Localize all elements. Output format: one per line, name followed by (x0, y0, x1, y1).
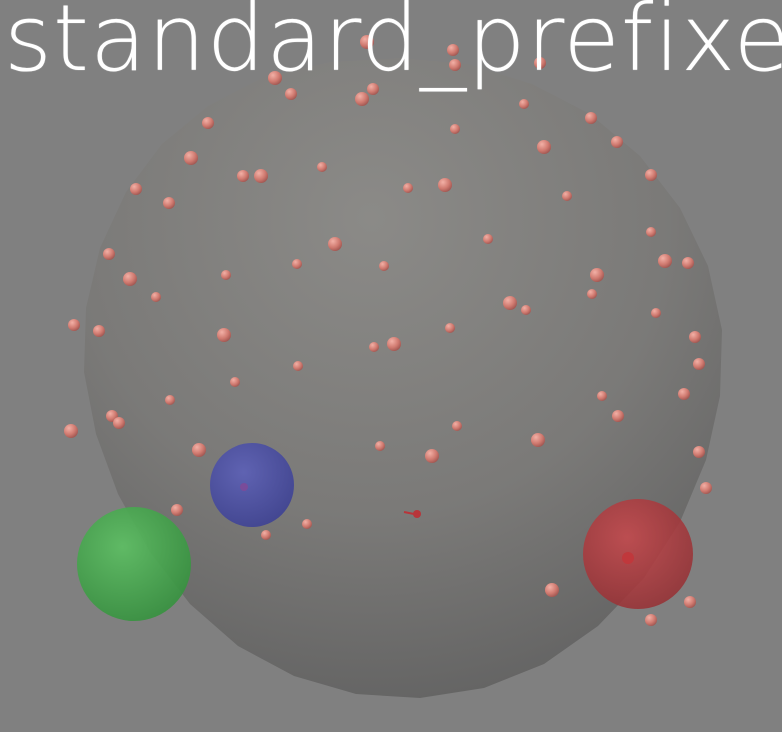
electrode-sphere (202, 117, 214, 129)
electrode-sphere (221, 270, 231, 280)
electrode-sphere (678, 388, 690, 400)
nasion-fiducial-sphere (210, 443, 294, 527)
electrode-sphere (700, 482, 712, 494)
electrode-sphere (612, 410, 624, 422)
electrode-sphere (163, 197, 175, 209)
electrode-sphere (438, 178, 452, 192)
electrode-sphere (217, 328, 231, 342)
electrode-sphere (165, 395, 175, 405)
electrode-sphere (285, 88, 297, 100)
electrode-sphere (503, 296, 517, 310)
electrode-sphere (292, 259, 302, 269)
electrode-sphere (562, 191, 572, 201)
electrode-sphere (328, 237, 342, 251)
electrode-sphere (68, 319, 80, 331)
electrode-sphere (379, 261, 389, 271)
electrode-sphere (521, 305, 531, 315)
electrode-sphere (645, 169, 657, 181)
electrode-sphere (658, 254, 672, 268)
electrode-sphere (597, 391, 607, 401)
electrode-sphere (268, 71, 282, 85)
electrode-sphere (585, 112, 597, 124)
electrode-sphere (425, 449, 439, 463)
electrode-sphere (449, 59, 461, 71)
electrode-sphere (367, 83, 379, 95)
electrode-sphere (483, 234, 493, 244)
electrode-sphere (689, 331, 701, 343)
electrode-sphere (254, 169, 268, 183)
center-marker (413, 510, 421, 518)
electrode-sphere (693, 446, 705, 458)
electrode-sphere (531, 433, 545, 447)
electrode-sphere (237, 170, 249, 182)
electrode-sphere (261, 530, 271, 540)
electrode-sphere (123, 272, 137, 286)
electrode-sphere (192, 443, 206, 457)
electrode-sphere (534, 57, 546, 69)
electrode-sphere (646, 227, 656, 237)
electrode-sphere (93, 325, 105, 337)
electrode-sphere (590, 268, 604, 282)
electrode-sphere (184, 151, 198, 165)
electrode-sphere (375, 441, 385, 451)
electrode-sphere (537, 140, 551, 154)
electrode-sphere (171, 504, 183, 516)
electrode-sphere (302, 519, 312, 529)
electrode-sphere (651, 308, 661, 318)
montage-title: standard_prefixed (4, 0, 782, 92)
electrode-sphere (452, 421, 462, 431)
electrode-sphere (645, 614, 657, 626)
left-fiducial-sphere (77, 507, 191, 621)
electrode-sphere (113, 417, 125, 429)
electrode-sphere (355, 92, 369, 106)
electrode-sphere (317, 162, 327, 172)
center-marker-stem (403, 511, 415, 515)
electrode-sphere (403, 183, 413, 193)
electrode-sphere (445, 323, 455, 333)
electrode-group (64, 35, 712, 626)
electrode-sphere (682, 257, 694, 269)
electrode-sphere (611, 136, 623, 148)
electrode-sphere (450, 124, 460, 134)
electrode-sphere (519, 99, 529, 109)
electrode-sphere (64, 424, 78, 438)
electrode-sphere (387, 337, 401, 351)
head-sphere (84, 58, 722, 698)
electrode-sphere (693, 358, 705, 370)
electrode-sphere (447, 44, 459, 56)
electrode-sphere (240, 483, 248, 491)
electrode-sphere (369, 342, 379, 352)
electrode-sphere (130, 183, 142, 195)
electrode-sphere (151, 292, 161, 302)
right-fiducial-sphere (583, 499, 693, 609)
electrode-sphere (684, 596, 696, 608)
electrode-sphere (545, 583, 559, 597)
electrode-sphere (587, 289, 597, 299)
electrode-sphere (103, 248, 115, 260)
electrode-sphere (230, 377, 240, 387)
electrode-sphere (622, 552, 634, 564)
electrode-sphere (293, 361, 303, 371)
electrode-sphere (360, 35, 374, 49)
